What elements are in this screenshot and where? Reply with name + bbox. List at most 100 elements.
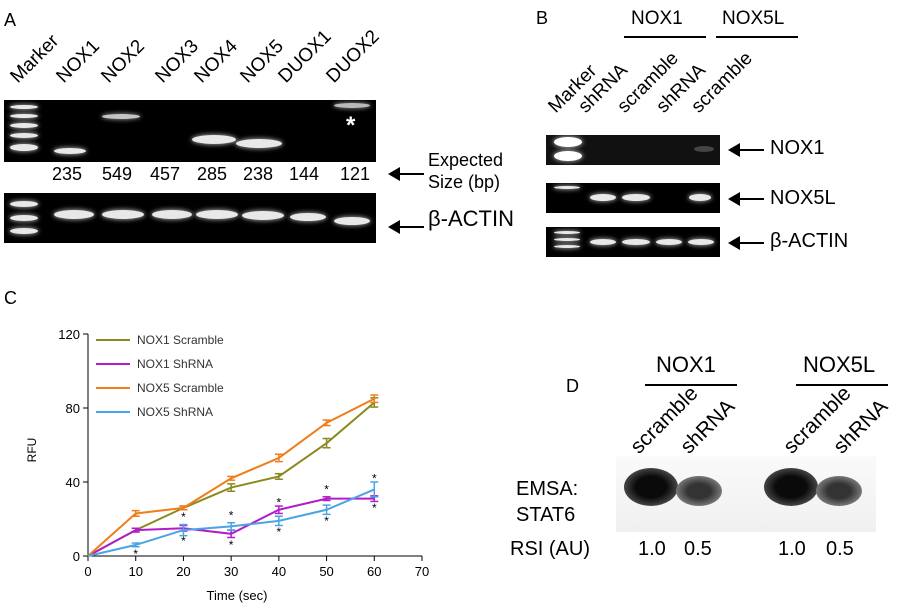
significance-asterisk: * [324,482,329,496]
actin-band [688,239,714,245]
actin-band [196,210,238,219]
actin-band [242,211,284,220]
marker-band [10,215,38,221]
actin-band [152,210,192,219]
actin-band [622,239,650,245]
emsa-band [816,476,862,506]
lane-label-nox4: NOX4 [190,35,242,88]
marker-band [554,238,580,241]
duox2-asterisk: * [346,112,356,139]
nox5l-band [622,194,650,201]
lane-label-duox1: DUOX1 [274,26,336,88]
nox4-band [192,135,236,144]
nox5l-band [689,194,711,201]
gel-nox1-panel-b [546,135,720,165]
legend-label: NOX5 ShRNA [137,405,213,419]
actin-band [656,239,682,245]
significance-asterisk: * [181,510,186,524]
stat6-label: STAT6 [516,504,576,526]
rsi-value: 0.5 [826,538,854,560]
lane-label-nox3: NOX3 [151,35,203,88]
emsa-band [676,476,722,506]
panel-d-letter: D [566,376,579,396]
panel-a-letter: A [4,10,17,30]
significance-asterisk: * [372,471,377,485]
x-axis-label: Time (sec) [207,588,268,603]
size-nox1: 235 [52,164,83,184]
gel-nox-panel: * [4,100,376,162]
panel-c-letter: C [4,288,17,308]
gel-actin-panel-b [546,227,720,257]
legend-label: NOX1 ShRNA [137,357,213,371]
x-tick-label: 40 [272,564,286,579]
group-nox1-b: NOX1 [631,8,683,29]
marker-band [554,245,580,248]
legend-label: NOX5 Scramble [137,381,224,395]
significance-asterisk: * [324,514,329,528]
nox5l-band [590,194,616,201]
group-underline [624,36,706,38]
arrow-icon [388,220,424,234]
y-axis-label: RFU [25,438,39,463]
significance-asterisk: * [277,495,282,509]
x-tick-label: 50 [319,564,333,579]
actin-label-a: β-ACTIN [428,206,514,231]
actin-band [590,239,616,245]
lane-label-nox5: NOX5 [236,35,288,88]
rfu-line-chart: 0 10 20 30 40 50 60 70 0 40 80 120 Time (sec) RFU NOX1… [25,327,429,603]
expected-label: Expected [428,150,504,170]
size-nox4: 285 [197,164,228,184]
emsa-blot [616,456,876,532]
group-underline [796,384,888,386]
marker-band [554,186,580,189]
arrow-icon [388,167,424,181]
actin-band [334,217,370,225]
lane-label-duox2: DUOX2 [322,26,384,88]
x-tick-label: 30 [224,564,238,579]
size-nox2: 549 [102,164,133,184]
duox2-band [334,103,370,108]
lane-label-nox2: NOX2 [97,35,149,88]
y-tick-label: 0 [73,549,80,564]
panel-b-letter: B [536,8,549,28]
row-label-nox5l: NOX5L [770,187,836,209]
size-bp-label: Size (bp) [428,172,501,192]
emsa-band [624,468,678,506]
arrow-icon [728,192,764,206]
group-underline [716,36,798,38]
marker-band [10,228,38,234]
significance-asterisk: * [229,508,234,522]
rsi-value: 1.0 [638,538,666,560]
y-tick-label: 120 [58,327,80,342]
significance-asterisk: * [372,501,377,515]
size-nox3: 457 [150,164,181,184]
x-tick-label: 10 [128,564,142,579]
actin-band [290,213,326,221]
group-nox5l-b: NOX5L [722,8,785,29]
size-duox2: 121 [340,164,371,184]
marker-band [554,231,580,234]
marker-band [10,133,38,138]
group-underline [645,384,737,386]
lane-label-marker: Marker [6,30,64,88]
y-tick-label: 40 [66,475,80,490]
rsi-label: RSI (AU) [510,538,590,560]
significance-asterisk: * [229,538,234,552]
x-tick-label: 70 [415,564,429,579]
size-nox5: 238 [243,164,274,184]
row-label-actin-b: β-ACTIN [770,230,849,252]
rsi-value: 1.0 [778,538,806,560]
marker-band [10,201,38,207]
legend-label: NOX1 Scramble [137,333,224,347]
marker-band [10,114,38,118]
marker-band [10,123,38,128]
rsi-value: 0.5 [684,538,712,560]
x-tick-label: 0 [84,564,91,579]
arrow-icon [728,236,764,250]
nox2-band [102,114,140,119]
nox5-band [236,139,282,148]
row-label-nox1: NOX1 [770,137,825,159]
marker-band [554,137,582,147]
arrow-icon [728,143,764,157]
x-tick-label: 20 [176,564,190,579]
